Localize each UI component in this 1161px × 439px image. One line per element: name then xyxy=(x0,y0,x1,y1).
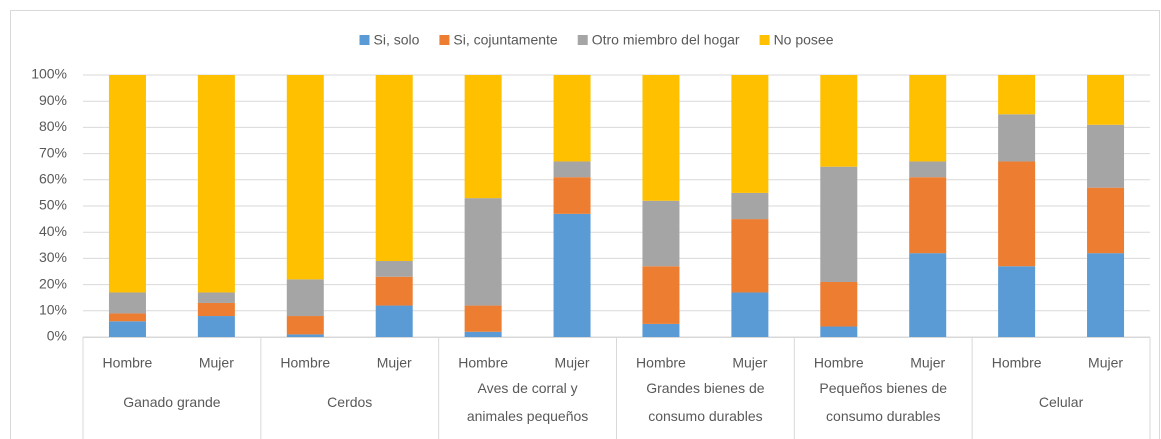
y-tick-label: 70% xyxy=(39,144,67,160)
group-label: Pequeños bienes de consumo durables xyxy=(819,380,948,424)
bar-segment xyxy=(820,166,858,282)
y-tick-label: 30% xyxy=(39,249,67,265)
bar-segment xyxy=(464,75,502,199)
bar-segment xyxy=(642,323,680,337)
bar-segment xyxy=(286,334,324,337)
bar-segment xyxy=(731,75,769,193)
group-label: Grandes bienes de consumo durables xyxy=(646,380,765,424)
bar-segment xyxy=(1087,187,1125,254)
bar-segment xyxy=(820,326,858,337)
y-tick-label: 0% xyxy=(47,328,67,344)
bar-segment xyxy=(998,75,1036,115)
bar-segment xyxy=(1087,253,1125,337)
bar-segment xyxy=(553,177,591,214)
x-tick-label: Mujer xyxy=(377,355,412,371)
bar-segment xyxy=(731,219,769,293)
y-tick-label: 90% xyxy=(39,92,67,108)
x-tick-label: Mujer xyxy=(1088,355,1123,371)
bar-segment xyxy=(464,305,502,332)
y-tick-label: 50% xyxy=(39,197,67,213)
legend-label: No posee xyxy=(774,32,834,48)
x-tick-label: Hombre xyxy=(992,355,1042,371)
bar-segment xyxy=(642,75,680,201)
bar-segment xyxy=(375,305,413,337)
legend-swatch xyxy=(359,35,370,45)
y-tick-label: 10% xyxy=(39,302,67,318)
bar-segment xyxy=(197,292,235,303)
group-label: Cerdos xyxy=(327,394,373,410)
bar-segment xyxy=(1087,124,1125,188)
bar-segment xyxy=(108,292,146,314)
bar-segment xyxy=(731,192,769,220)
x-tick-label: Mujer xyxy=(555,355,590,371)
bar-segment xyxy=(909,253,947,337)
bar-segment xyxy=(909,161,947,178)
x-tick-label: Hombre xyxy=(458,355,508,371)
bar-segment xyxy=(642,200,680,267)
bar-segment xyxy=(909,177,947,254)
x-tick-label: Mujer xyxy=(732,355,767,371)
x-tick-label: Hombre xyxy=(636,355,686,371)
legend-label: Si, solo xyxy=(374,32,420,48)
legend-swatch xyxy=(577,35,588,45)
x-tick-label: Mujer xyxy=(910,355,945,371)
bar-segment xyxy=(464,198,502,306)
bar-segment xyxy=(553,213,591,337)
bar-segment xyxy=(553,161,591,178)
bar-segment xyxy=(286,279,324,317)
bar-segment xyxy=(464,331,502,337)
legend-label: Si, cojuntamente xyxy=(453,32,557,48)
bar-segment xyxy=(197,302,235,317)
y-tick-label: 40% xyxy=(39,223,67,239)
group-label: Aves de corral y animales pequeños xyxy=(466,380,589,424)
x-tick-label: Hombre xyxy=(103,355,153,371)
legend-swatch xyxy=(759,35,770,45)
bar-segment xyxy=(820,75,858,167)
y-tick-label: 100% xyxy=(31,66,67,82)
chart-border xyxy=(10,10,1160,439)
bar-segment xyxy=(375,276,413,306)
bar-segment xyxy=(197,75,235,293)
bar-segment xyxy=(286,316,324,335)
bar-segment xyxy=(998,161,1036,267)
group-label: Ganado grande xyxy=(123,394,221,410)
bar-segment xyxy=(731,292,769,337)
bar-segment xyxy=(642,266,680,324)
legend-label: Otro miembro del hogar xyxy=(592,32,740,48)
y-tick-label: 20% xyxy=(39,275,67,291)
x-tick-label: Hombre xyxy=(280,355,330,371)
bar-segment xyxy=(108,75,146,293)
legend-swatch xyxy=(439,35,450,45)
bar-segment xyxy=(553,75,591,162)
y-tick-label: 60% xyxy=(39,171,67,187)
y-tick-label: 80% xyxy=(39,118,67,134)
bar-segment xyxy=(998,266,1036,337)
bar-segment xyxy=(108,321,146,337)
x-tick-label: Mujer xyxy=(199,355,234,371)
bar-segment xyxy=(1087,75,1125,125)
bar-segment xyxy=(909,75,947,162)
bar-segment xyxy=(998,114,1036,162)
bar-segment xyxy=(375,261,413,277)
bar-segment xyxy=(108,313,146,322)
bar-segment xyxy=(286,75,324,280)
bar-segment xyxy=(820,281,858,327)
bar-segment xyxy=(197,316,235,337)
x-tick-label: Hombre xyxy=(814,355,864,371)
group-label: Celular xyxy=(1038,394,1084,410)
bar-segment xyxy=(375,75,413,262)
